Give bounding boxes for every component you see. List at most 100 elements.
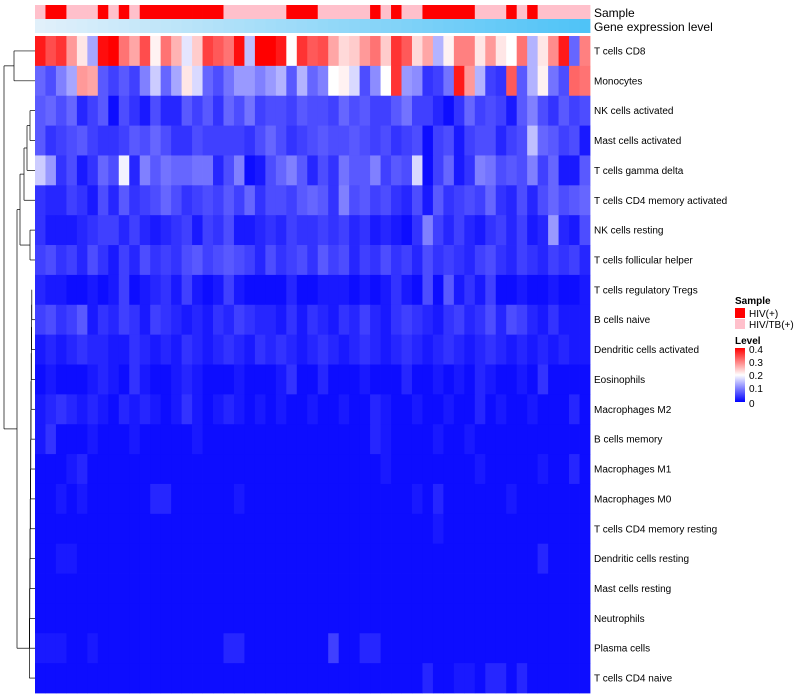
- heatmap-cell: [527, 274, 539, 306]
- heatmap-cell: [296, 394, 308, 425]
- heatmap-cell: [548, 65, 559, 97]
- heatmap-cell: [97, 633, 109, 664]
- heatmap-cell: [443, 65, 455, 97]
- heatmap-cell: [118, 364, 130, 395]
- heatmap-cell: [548, 364, 559, 395]
- heatmap-cell: [317, 95, 329, 126]
- heatmap-cell: [118, 274, 130, 306]
- sample-annotation-cell: [265, 5, 277, 19]
- heatmap-cell: [422, 573, 434, 604]
- heatmap-cell: [202, 65, 214, 97]
- heatmap-cell: [76, 215, 88, 246]
- heatmap-cell: [464, 245, 476, 276]
- heatmap-cell: [213, 125, 224, 156]
- heatmap-cell: [464, 603, 476, 634]
- heatmap-cell: [391, 454, 402, 485]
- heatmap-cell: [296, 483, 308, 515]
- gene-expression-annotation-cell: [192, 19, 203, 33]
- heatmap-cell: [338, 633, 350, 664]
- heatmap-cell: [129, 95, 141, 126]
- heatmap-cell: [118, 125, 130, 156]
- heatmap-cell: [233, 304, 245, 336]
- heatmap-cell: [213, 215, 224, 246]
- heatmap-cell: [213, 663, 224, 694]
- heatmap-cell: [118, 633, 130, 664]
- gene-expression-annotation-cell: [76, 19, 88, 33]
- heatmap-cell: [558, 95, 570, 126]
- heatmap-cell: [548, 663, 559, 694]
- heatmap-cell: [349, 543, 361, 574]
- heatmap-cell: [139, 663, 151, 694]
- heatmap-cell: [118, 36, 130, 67]
- heatmap-cell: [233, 65, 245, 97]
- heatmap-cell: [506, 543, 518, 574]
- heatmap-cell: [411, 155, 423, 186]
- heatmap-cell: [150, 513, 162, 545]
- row-label: Eosinophils: [594, 375, 645, 386]
- heatmap-cell: [359, 424, 371, 455]
- heatmap-cell: [192, 185, 203, 216]
- heatmap-cell: [432, 633, 444, 664]
- heatmap-cell: [432, 125, 444, 156]
- heatmap-cell: [66, 65, 78, 97]
- sample-annotation-cell: [370, 5, 381, 19]
- heatmap-cell: [516, 334, 528, 365]
- heatmap-cell: [401, 454, 413, 485]
- heatmap-cell: [432, 513, 444, 545]
- heatmap-cell: [485, 125, 497, 156]
- heatmap-cell: [432, 215, 444, 246]
- heatmap-cell: [223, 663, 235, 694]
- heatmap-cell: [171, 215, 182, 246]
- heatmap-cell: [516, 364, 528, 395]
- heatmap-cell: [233, 633, 245, 664]
- heatmap-cell: [76, 573, 88, 604]
- heatmap-cell: [150, 543, 162, 574]
- heatmap-cell: [328, 663, 340, 694]
- heatmap-cell: [160, 364, 172, 395]
- heatmap-cell: [548, 185, 559, 216]
- heatmap-cell: [160, 334, 172, 365]
- heatmap-cell: [97, 663, 109, 694]
- heatmap-cell: [97, 215, 109, 246]
- heatmap-cell: [76, 633, 88, 664]
- heatmap-cell: [181, 36, 193, 67]
- heatmap-cell: [118, 603, 130, 634]
- heatmap-cell: [380, 663, 392, 694]
- heatmap-cell: [328, 95, 340, 126]
- heatmap-cell: [66, 603, 78, 634]
- heatmap-cell: [213, 65, 224, 97]
- heatmap-cell: [506, 364, 518, 395]
- sample-annotation-cell: [307, 5, 319, 19]
- heatmap-cell: [192, 424, 203, 455]
- heatmap-cell: [527, 633, 539, 664]
- heatmap-cell: [401, 36, 413, 67]
- heatmap-cell: [506, 155, 518, 186]
- heatmap-cell: [192, 603, 203, 634]
- heatmap-cell: [254, 633, 266, 664]
- heatmap-cell: [97, 304, 109, 336]
- heatmap-cell: [160, 424, 172, 455]
- heatmap-cell: [579, 663, 591, 694]
- heatmap-cell: [66, 424, 78, 455]
- heatmap-cell: [411, 95, 423, 126]
- heatmap-cell: [223, 454, 235, 485]
- heatmap-cell: [244, 304, 256, 336]
- heatmap-cell: [275, 513, 287, 545]
- heatmap-cell: [391, 215, 402, 246]
- heatmap-cell: [401, 65, 413, 97]
- sample-annotation-cell: [349, 5, 361, 19]
- heatmap-cell: [401, 95, 413, 126]
- heatmap-cell: [516, 95, 528, 126]
- heatmap-cell: [296, 334, 308, 365]
- heatmap-cell: [66, 304, 78, 336]
- sample-annotation-cell: [328, 5, 340, 19]
- heatmap-cell: [55, 245, 67, 276]
- heatmap-cell: [97, 245, 109, 276]
- heatmap-cell: [307, 364, 319, 395]
- heatmap-cell: [171, 513, 182, 545]
- heatmap-cell: [380, 394, 392, 425]
- heatmap-cell: [223, 603, 235, 634]
- heatmap-cell: [391, 95, 402, 126]
- heatmap-cell: [391, 394, 402, 425]
- heatmap-cell: [118, 155, 130, 186]
